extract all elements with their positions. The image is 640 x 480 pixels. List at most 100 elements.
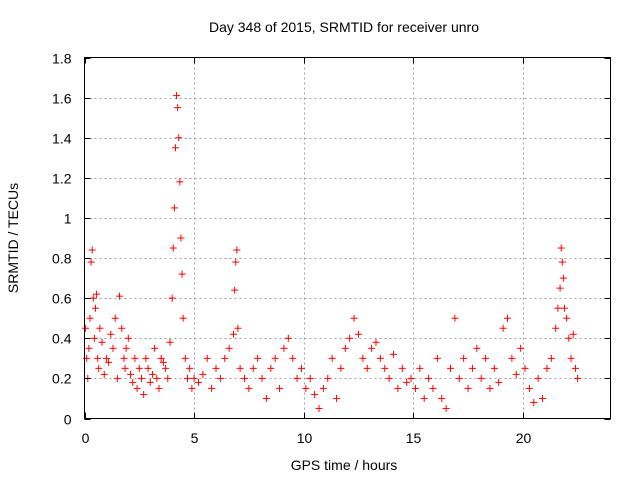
data-point [543,364,551,372]
y-tick-label: 1.8 [52,51,72,67]
data-point [122,344,130,352]
data-point [102,354,110,362]
data-point [121,364,129,372]
data-point [231,286,239,294]
data-point [166,338,174,346]
data-point [464,384,472,392]
data-point [258,374,266,382]
data-point [297,364,305,372]
data-point [146,378,154,386]
data-point [368,344,376,352]
data-point [552,324,560,332]
data-point [199,370,207,378]
data-point [521,364,529,372]
data-point [254,354,262,362]
data-point [188,384,196,392]
data-point [233,246,241,254]
data-point [151,344,159,352]
x-tick-label: 20 [516,430,532,446]
data-point [127,370,135,378]
data-point [120,354,128,362]
data-point [208,384,216,392]
data-point [556,284,564,292]
y-tick-label: 0.8 [52,251,72,267]
data-point [170,204,178,212]
data-point [280,344,288,352]
data-point [267,364,275,372]
data-point [181,354,189,362]
data-point [131,354,139,362]
data-point [225,344,233,352]
data-points [82,92,582,412]
data-point [425,374,433,382]
data-point [174,104,182,112]
data-point [169,244,177,252]
data-point [157,354,165,362]
chart-title: Day 348 of 2015, SRMTID for receiver unr… [209,19,479,35]
data-point [232,258,240,266]
data-point [176,178,184,186]
data-point [438,394,446,402]
data-point [221,354,229,362]
data-point [194,378,202,386]
data-point [86,314,94,322]
data-point [503,314,511,322]
data-point [93,290,101,298]
data-point [530,398,538,406]
data-point [490,364,498,372]
x-axis-label: GPS time / hours [291,457,398,473]
data-point [178,270,186,278]
data-point [148,370,156,378]
data-point [350,314,358,322]
data-point [306,374,314,382]
data-point [94,354,102,362]
data-point [359,354,367,362]
data-point [324,374,332,382]
data-point [203,354,211,362]
data-point [385,374,393,382]
data-point [240,374,248,382]
data-point [289,354,297,362]
axis-ticks [84,57,611,420]
y-tick-label: 1.2 [52,171,72,187]
data-point [376,354,384,362]
data-point [559,274,567,282]
data-point [363,364,371,372]
data-point [245,384,253,392]
x-tick-labels: 0 5 10 15 20 [82,430,532,446]
data-point [354,330,362,338]
data-point [168,294,176,302]
data-point [162,364,170,372]
data-point [186,364,194,372]
data-point [124,334,132,342]
data-point [554,304,562,312]
data-point [184,374,192,382]
data-point [153,374,161,382]
x-tick-label: 15 [406,430,422,446]
data-point [567,354,575,362]
data-point [87,258,95,266]
data-point [390,350,398,358]
data-point [116,292,124,300]
data-point [107,330,115,338]
data-point [333,394,341,402]
data-point [403,378,411,386]
data-point [142,354,150,362]
data-point [85,344,93,352]
data-point [230,330,238,338]
data-point [171,144,179,152]
data-point [236,364,244,372]
data-point [302,384,310,392]
data-point [105,358,113,366]
gridlines [84,57,611,419]
data-point [328,354,336,362]
data-point [111,314,119,322]
y-tick-labels: 0 0.2 0.4 0.6 0.8 1 1.2 1.4 1.6 1.8 [52,51,72,428]
data-point [569,330,577,338]
data-point [311,390,319,398]
y-tick-label: 1.6 [52,91,72,107]
data-point [473,344,481,352]
data-point [574,374,582,382]
data-point [155,384,163,392]
data-point [133,384,141,392]
